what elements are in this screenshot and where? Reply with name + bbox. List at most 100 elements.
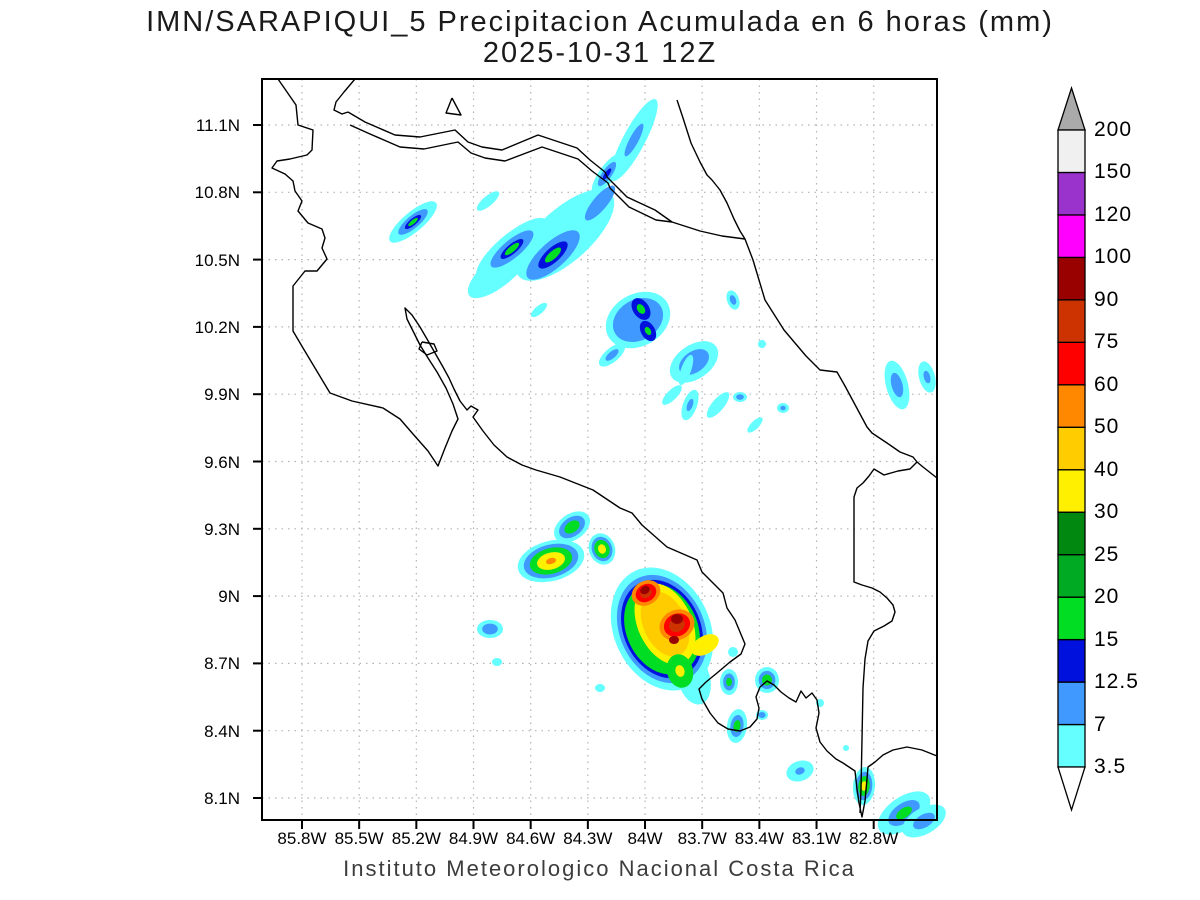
coastline [676, 99, 938, 479]
colorbar: 200 150 120 100 90 75 60 50 40 30 25 20 15 12.5 7 3.5 [1054, 85, 1199, 830]
colorbar-label: 100 [1094, 245, 1133, 269]
x-tick-label: 82.8W [849, 829, 899, 848]
colorbar-segment [1057, 341, 1086, 386]
x-tick-label: 85.5W [334, 829, 384, 848]
precip-cell [492, 658, 502, 666]
precip-cell [729, 295, 737, 305]
precip-cell [736, 394, 744, 400]
x-tick-label: 84W [627, 829, 663, 848]
colorbar-label: 90 [1094, 287, 1120, 311]
precip-cell [546, 557, 556, 565]
precip-cell [678, 354, 694, 386]
colorbar-segment [1057, 171, 1086, 216]
colorbar-under-arrow [1057, 766, 1086, 813]
y-tick-label: 8.1N [204, 789, 240, 808]
y-tick-label: 8.4N [204, 721, 240, 741]
colorbar-label: 30 [1094, 500, 1120, 524]
precip-cell [726, 677, 732, 687]
colorbar-segment [1057, 554, 1086, 598]
precip-cell [544, 247, 562, 263]
colorbar-segment [1057, 256, 1086, 301]
precip-cell [728, 647, 738, 657]
precip-cell [530, 302, 548, 318]
precip-cell [780, 405, 786, 411]
x-tick-label: 83.4W [734, 829, 784, 848]
precip-cell [636, 304, 646, 314]
precip-cell [584, 185, 616, 221]
colorbar-segment [1057, 723, 1086, 768]
precip-cell [686, 398, 694, 412]
precipitation-map [253, 78, 946, 838]
y-tick-label: 9.3N [204, 519, 240, 539]
colorbar-segment [1057, 681, 1086, 726]
colorbar-segment [1057, 129, 1086, 174]
colorbar-label: 15 [1094, 627, 1120, 651]
precip-cell [675, 665, 685, 677]
coastline [271, 78, 938, 818]
precip-cell [602, 168, 612, 180]
precip-cell [691, 634, 719, 656]
x-tick-label: 85.2W [391, 829, 441, 848]
coastline [349, 124, 673, 223]
colorbar-label: 150 [1094, 160, 1133, 184]
precip-cell [605, 349, 619, 361]
colorbar-label: 200 [1094, 118, 1133, 141]
map-canvas [253, 78, 946, 838]
precip-cell [671, 614, 683, 624]
x-tick-label: 83.7W [677, 829, 727, 848]
precip-cell [662, 385, 682, 405]
precip-cell [896, 806, 912, 820]
colorbar-label: 7 [1094, 712, 1107, 736]
precip-cell [923, 370, 931, 384]
colorbar-label: 40 [1094, 457, 1120, 481]
x-tick-label: 85.8W [277, 829, 327, 848]
precip-cell [624, 123, 644, 157]
y-tick-label: 9N [218, 587, 240, 607]
precip-cell [595, 684, 605, 692]
colorbar-segment [1057, 596, 1086, 641]
precip-cell [747, 417, 763, 433]
coastline [418, 341, 438, 356]
chart-subtitle: 2025-10-31 12Z [482, 37, 718, 69]
colorbar-label: 120 [1094, 202, 1133, 226]
colorbar-label: 60 [1094, 372, 1120, 396]
colorbar-label: 12.5 [1094, 670, 1139, 694]
colorbar-segment [1057, 426, 1086, 471]
colorbar-over-arrow [1057, 85, 1086, 131]
x-tick-label: 84.3W [563, 829, 613, 848]
precip-cell [504, 242, 520, 256]
precip-cell [482, 623, 498, 635]
precip-cell [843, 745, 849, 751]
colorbar-label: 20 [1094, 585, 1120, 609]
precip-cell [564, 520, 580, 534]
x-tick-label: 84.9W [448, 829, 499, 848]
precip-cell [795, 767, 805, 775]
y-tick-label: 11.1N [195, 116, 240, 135]
chart-title: IMN/SARAPIQUI_5 Precipitacion Acumulada … [146, 6, 1054, 38]
y-tick-label: 8.7N [204, 654, 240, 674]
colorbar-scale [1057, 85, 1086, 813]
precip-cell [597, 544, 607, 554]
colorbar-segment [1057, 469, 1086, 513]
colorbar-segment [1057, 299, 1086, 343]
colorbar-segment [1057, 214, 1086, 259]
precip-cell [640, 585, 650, 595]
precip-cell [476, 191, 500, 211]
colorbar-label: 25 [1094, 542, 1120, 566]
colorbar-label: 3.5 [1094, 755, 1127, 778]
colorbar-label: 75 [1094, 330, 1120, 354]
precip-cell [408, 217, 418, 227]
colorbar-segment [1057, 638, 1086, 683]
precip-cell [890, 372, 904, 398]
source-caption: Instituto Meteorologico Nacional Costa R… [343, 856, 856, 881]
colorbar-segment [1057, 384, 1086, 428]
y-tick-label: 9.9N [204, 385, 240, 405]
x-tick-label: 84.6W [506, 829, 556, 848]
map-border [261, 78, 938, 821]
colorbar-segment [1057, 511, 1086, 556]
precip-cell [669, 636, 679, 644]
coastline [853, 461, 918, 814]
y-tick-label: 10.5N [194, 250, 240, 270]
y-tick-label: 10.2N [194, 317, 240, 337]
precip-cell [644, 326, 652, 336]
